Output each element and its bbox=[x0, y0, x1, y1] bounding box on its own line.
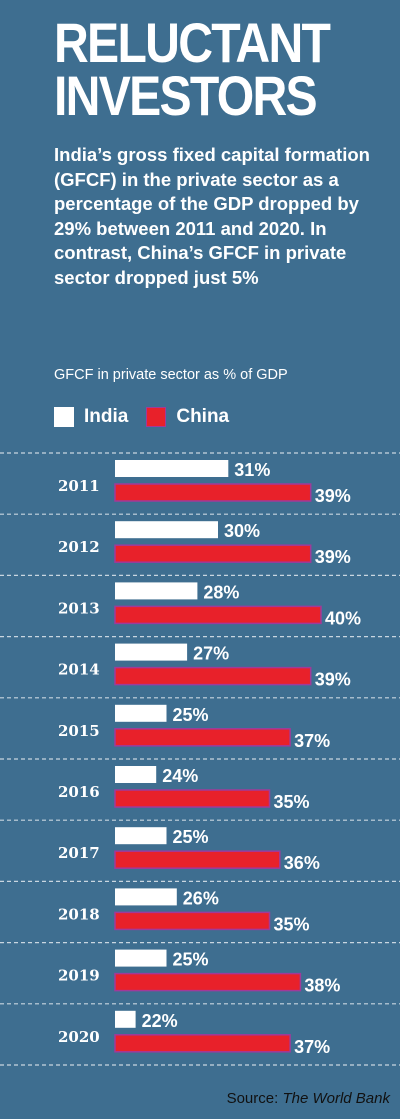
chart-subtitle: India’s gross fixed capital formation (G… bbox=[54, 144, 370, 288]
chart-title: RELUCTANT INVESTORS bbox=[54, 11, 331, 127]
data-label-india: 26% bbox=[183, 888, 219, 908]
legend-label-india: India bbox=[84, 406, 129, 427]
data-label-china: 39% bbox=[315, 486, 351, 506]
legend-swatch-china bbox=[146, 407, 167, 427]
bar-india bbox=[115, 643, 188, 661]
data-label-china: 40% bbox=[325, 608, 361, 628]
data-label-india: 22% bbox=[142, 1011, 178, 1031]
legend-label-china: China bbox=[176, 406, 230, 427]
data-label-china: 35% bbox=[274, 792, 310, 812]
legend-item-china: China bbox=[146, 406, 229, 428]
category-label: 2020 bbox=[58, 1028, 100, 1046]
category-label: 2019 bbox=[58, 967, 100, 985]
bar-china bbox=[114, 728, 291, 747]
bar-india bbox=[115, 582, 198, 600]
data-label-india: 24% bbox=[162, 766, 198, 786]
source-note: Source: The World Bank bbox=[227, 1090, 390, 1107]
bar-china bbox=[114, 544, 312, 563]
category-label: 2016 bbox=[58, 783, 100, 801]
data-label-china: 37% bbox=[294, 1037, 330, 1057]
category-label: 2018 bbox=[58, 905, 100, 923]
bar-china bbox=[114, 483, 312, 502]
bar-india bbox=[115, 888, 177, 906]
data-label-india: 30% bbox=[224, 521, 260, 541]
data-label-china: 39% bbox=[315, 670, 351, 690]
source-name: The World Bank bbox=[282, 1090, 390, 1107]
source-prefix: Source: bbox=[226, 1090, 279, 1107]
category-label: 2013 bbox=[58, 599, 100, 617]
bar-india bbox=[115, 460, 229, 477]
data-label-india: 28% bbox=[203, 582, 239, 602]
bar-china bbox=[114, 850, 281, 869]
bar-india bbox=[115, 827, 167, 845]
data-label-india: 25% bbox=[173, 950, 209, 970]
data-label-china: 36% bbox=[284, 853, 320, 873]
bar-china bbox=[114, 1034, 291, 1053]
category-label: 2014 bbox=[58, 661, 100, 679]
bar-china bbox=[114, 972, 302, 992]
bar-india bbox=[115, 1010, 136, 1028]
category-label: 2012 bbox=[58, 538, 100, 556]
data-label-india: 25% bbox=[173, 705, 209, 725]
legend: India China bbox=[54, 402, 247, 432]
bar-india bbox=[115, 521, 218, 539]
data-label-india: 31% bbox=[234, 460, 270, 480]
bar-china bbox=[114, 911, 271, 931]
data-label-china: 38% bbox=[304, 976, 340, 996]
data-label-china: 39% bbox=[315, 547, 351, 567]
unit-label: GFCF in private sector as % of GDP bbox=[54, 367, 288, 383]
bar-india bbox=[115, 766, 157, 783]
category-label: 2011 bbox=[58, 477, 100, 495]
data-label-china: 35% bbox=[274, 914, 310, 934]
bar-india bbox=[115, 949, 167, 967]
bar-china bbox=[114, 605, 322, 625]
data-label-india: 25% bbox=[173, 827, 209, 847]
category-label: 2015 bbox=[58, 722, 100, 740]
legend-item-india: India bbox=[54, 406, 128, 428]
data-label-india: 27% bbox=[193, 644, 229, 664]
data-label-china: 37% bbox=[294, 731, 330, 751]
category-label: 2017 bbox=[58, 844, 100, 862]
bar-india bbox=[115, 704, 167, 722]
legend-swatch-india bbox=[54, 407, 74, 427]
bar-china bbox=[114, 666, 312, 686]
bar-china bbox=[114, 789, 271, 808]
